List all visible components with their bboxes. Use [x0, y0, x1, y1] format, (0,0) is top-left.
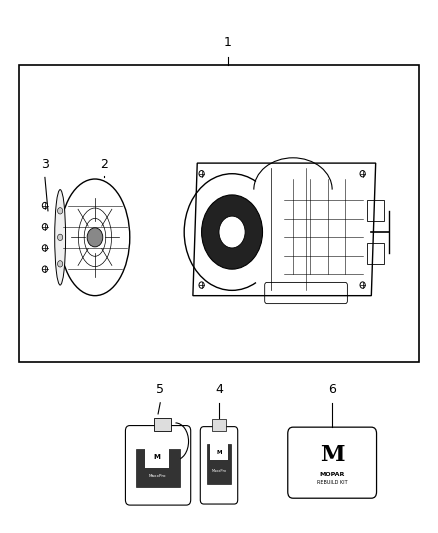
Circle shape: [57, 234, 63, 240]
Text: REBUILD KIT: REBUILD KIT: [317, 480, 347, 486]
Ellipse shape: [55, 190, 66, 285]
Bar: [210, 444, 228, 460]
Text: 1: 1: [224, 36, 232, 49]
Bar: [207, 444, 231, 484]
Circle shape: [199, 282, 204, 288]
Text: 3: 3: [41, 158, 49, 171]
Circle shape: [57, 208, 63, 214]
Circle shape: [57, 261, 63, 267]
Circle shape: [360, 282, 365, 288]
Bar: [367, 200, 385, 221]
Bar: [145, 447, 169, 468]
Circle shape: [42, 266, 47, 272]
Circle shape: [199, 171, 204, 177]
FancyBboxPatch shape: [200, 426, 238, 504]
Text: M: M: [154, 454, 161, 461]
Text: 6: 6: [328, 383, 336, 397]
Text: 2: 2: [100, 158, 108, 171]
Bar: [19, 65, 419, 362]
Circle shape: [201, 195, 262, 269]
Circle shape: [42, 245, 47, 251]
Text: MaxxPro: MaxxPro: [212, 469, 226, 473]
Bar: [367, 243, 385, 264]
Bar: [212, 419, 226, 431]
Circle shape: [360, 171, 365, 177]
Text: MOPAR: MOPAR: [319, 472, 345, 477]
Text: M: M: [216, 449, 222, 455]
Bar: [154, 418, 171, 431]
Circle shape: [219, 216, 245, 248]
FancyBboxPatch shape: [288, 427, 377, 498]
Circle shape: [42, 203, 47, 209]
Circle shape: [42, 223, 47, 230]
FancyBboxPatch shape: [125, 425, 191, 505]
Bar: [136, 449, 180, 487]
Text: MaxxPro: MaxxPro: [148, 474, 166, 478]
Text: 5: 5: [156, 383, 164, 397]
Text: 4: 4: [215, 383, 223, 397]
Circle shape: [87, 228, 103, 247]
Text: M: M: [320, 444, 344, 466]
